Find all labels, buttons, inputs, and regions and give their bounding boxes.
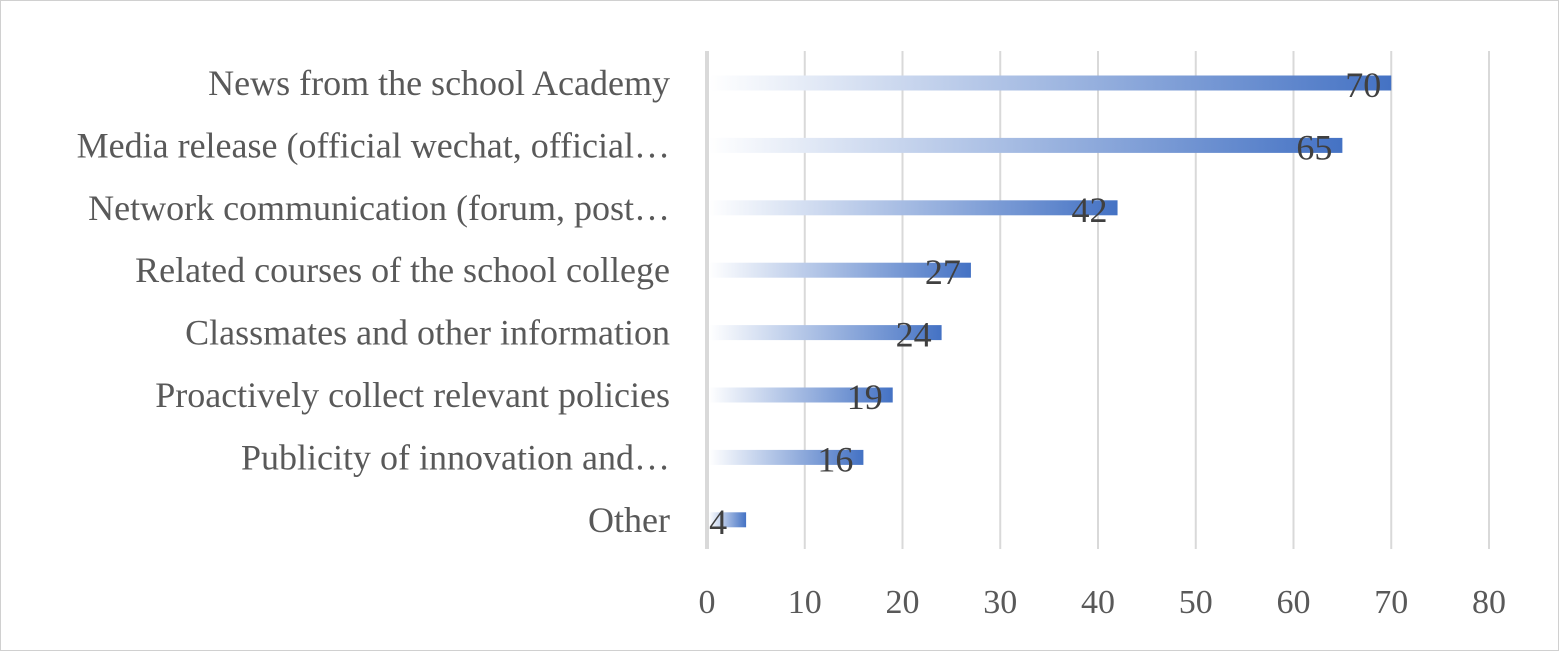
x-tick-label-70: 70 [1374, 584, 1408, 621]
data-label-6: 19 [847, 377, 883, 417]
category-label-6: Proactively collect relevant policies [155, 375, 670, 415]
data-label-5: 24 [896, 315, 932, 355]
x-tick-label-60: 60 [1277, 584, 1311, 621]
bar-4 [709, 262, 971, 278]
category-label-3: Network communication (forum, post… [88, 188, 670, 228]
bar-6 [709, 387, 893, 403]
data-label-2: 65 [1296, 127, 1332, 167]
x-tick-label-80: 80 [1472, 584, 1506, 621]
data-label-1: 70 [1345, 65, 1381, 105]
bar-8 [709, 512, 747, 528]
bars [709, 75, 1392, 528]
data-label-7: 16 [817, 439, 853, 479]
category-labels: News from the school Academy Media releas… [77, 63, 670, 540]
category-label-7: Publicity of innovation and… [241, 437, 670, 477]
bar-7 [709, 449, 864, 465]
x-tick-labels: 0 10 20 30 40 50 60 70 80 [699, 584, 1507, 621]
x-tick-label-20: 20 [886, 584, 920, 621]
bar-1 [709, 75, 1392, 91]
bar-3 [709, 200, 1118, 216]
data-label-3: 42 [1072, 190, 1108, 230]
x-tick-label-0: 0 [699, 584, 716, 621]
x-tick-label-30: 30 [983, 584, 1017, 621]
data-label-8: 4 [709, 502, 727, 542]
category-label-4: Related courses of the school college [135, 250, 670, 290]
category-label-1: News from the school Academy [208, 63, 670, 103]
x-tick-label-50: 50 [1179, 584, 1213, 621]
category-label-2: Media release (official wechat, official… [77, 125, 670, 165]
x-tick-label-10: 10 [788, 584, 822, 621]
data-label-4: 27 [925, 252, 961, 292]
x-tick-label-40: 40 [1081, 584, 1115, 621]
category-label-8: Other [588, 500, 670, 540]
gridlines [803, 51, 1490, 549]
category-label-5: Classmates and other information [185, 313, 670, 353]
data-labels: 70 65 42 27 24 19 16 4 [709, 65, 1381, 542]
bar-2 [709, 137, 1343, 153]
bar-5 [709, 325, 942, 341]
